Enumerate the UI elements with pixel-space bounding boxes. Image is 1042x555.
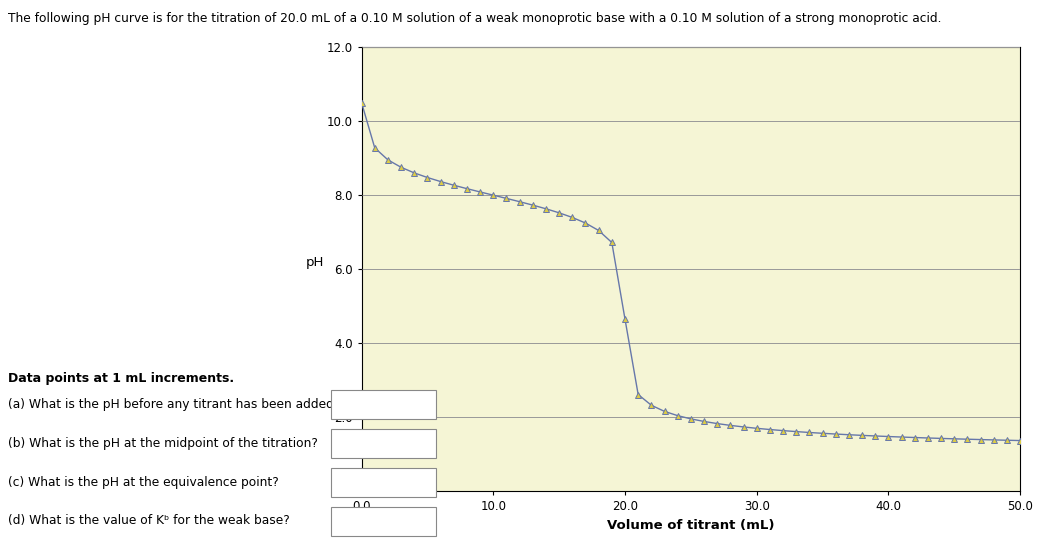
Text: (c) What is the pH at the equivalence point?: (c) What is the pH at the equivalence po…: [8, 476, 279, 488]
Text: (b) What is the pH at the midpoint of the titration?: (b) What is the pH at the midpoint of th…: [8, 437, 318, 450]
Text: The following pH curve is for the titration of 20.0 mL of a 0.10 M solution of a: The following pH curve is for the titrat…: [8, 12, 942, 25]
Text: (a) What is the pH before any titrant has been added?: (a) What is the pH before any titrant ha…: [8, 398, 341, 411]
Text: Data points at 1 mL increments.: Data points at 1 mL increments.: [8, 372, 234, 385]
Y-axis label: pH: pH: [306, 256, 324, 269]
X-axis label: Volume of titrant (mL): Volume of titrant (mL): [607, 519, 774, 532]
Text: (d) What is the value of Kᵇ for the weak base?: (d) What is the value of Kᵇ for the weak…: [8, 514, 290, 527]
